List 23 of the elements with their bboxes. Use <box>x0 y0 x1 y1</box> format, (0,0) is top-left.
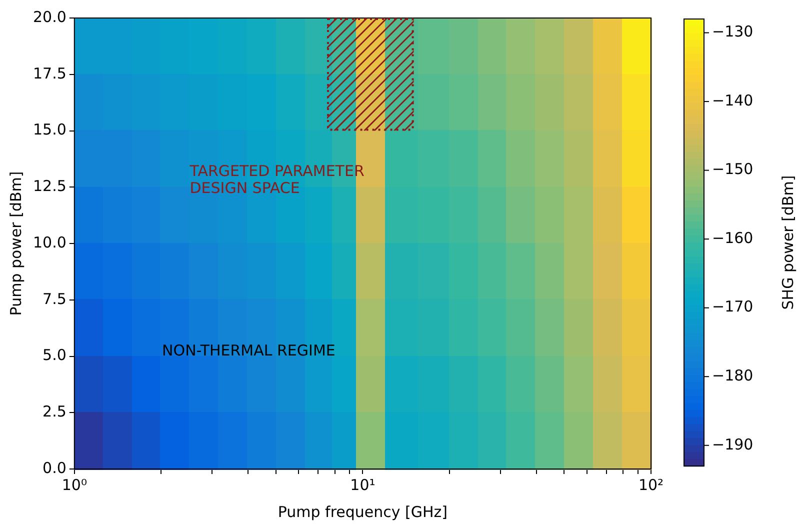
color-bar-label: −130 <box>712 22 754 41</box>
y-tick-label: 15.0 <box>32 120 66 139</box>
color-bar-title: SHG power [dBm] <box>778 175 797 310</box>
color-bar-label: −140 <box>712 91 754 110</box>
color-bar-label: −150 <box>712 160 754 178</box>
annotation: NON-THERMAL REGIME <box>162 342 336 360</box>
color-bar-label: −190 <box>712 435 754 454</box>
x-axis-title: Pump frequency [GHz] <box>278 502 448 521</box>
color-bar-label: −170 <box>712 298 754 316</box>
y-tick-label: 17.5 <box>32 64 66 82</box>
x-tick-label: 10² <box>638 476 664 494</box>
color-bar-label: −180 <box>712 366 754 384</box>
y-tick-label: 2.5 <box>42 402 66 421</box>
y-tick-label: 20.0 <box>32 8 66 26</box>
y-tick-label: 12.5 <box>32 177 66 196</box>
color-bar-label: −160 <box>712 228 754 247</box>
y-tick-label: 7.5 <box>42 290 66 308</box>
x-tick-label: 10⁰ <box>62 476 87 494</box>
y-tick-label: 0.0 <box>42 458 66 477</box>
x-tick-label: 10¹ <box>350 476 376 494</box>
y-tick-label: 5.0 <box>42 346 66 364</box>
y-axis-title: Pump power [dBm] <box>6 171 25 316</box>
y-tick-label: 10.0 <box>32 233 66 252</box>
